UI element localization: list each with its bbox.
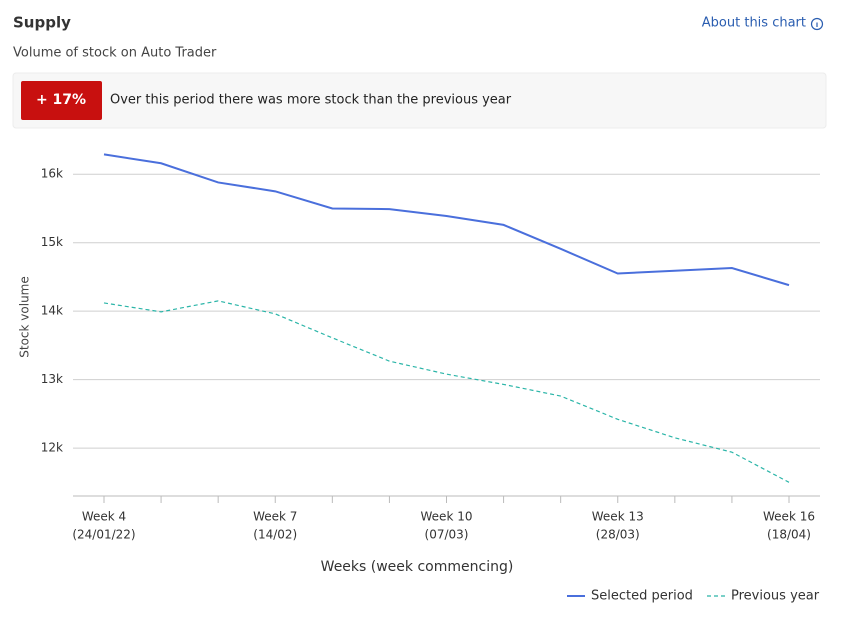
series-line — [103, 153, 790, 287]
summary-banner — [12, 72, 827, 129]
x-tick-date: (18/04) — [767, 528, 811, 542]
legend-label: Previous year — [731, 589, 820, 604]
y-tick-label: 16k — [41, 167, 63, 181]
y-tick-label: 13k — [41, 372, 63, 386]
subtitle: Volume of stock on Auto Trader — [13, 46, 217, 61]
title: Supply — [13, 14, 71, 32]
x-tick-date: (07/03) — [425, 528, 469, 542]
x-tick-date: (28/03) — [596, 528, 640, 542]
x-tick-date: (24/01/22) — [72, 528, 135, 542]
about-link[interactable]: About this chart — [702, 16, 806, 31]
change-label: + 17% — [36, 92, 86, 108]
series-line — [103, 300, 790, 483]
x-tick-label: Week 16 — [763, 510, 815, 524]
x-tick-date: (14/02) — [253, 528, 297, 542]
y-tick-label: 12k — [41, 441, 63, 455]
x-axis-title: Weeks (week commencing) — [321, 559, 514, 575]
x-tick-label: Week 10 — [421, 510, 473, 524]
info-icon[interactable] — [810, 17, 824, 31]
x-tick-label: Week 4 — [82, 510, 126, 524]
y-tick-label: 15k — [41, 235, 63, 249]
y-axis-title: Stock volume — [18, 276, 32, 357]
x-tick-label: Week 7 — [253, 510, 297, 524]
legend-label: Selected period — [591, 589, 693, 604]
y-tick-label: 14k — [41, 304, 63, 318]
change-badge — [21, 81, 102, 120]
x-tick-label: Week 13 — [592, 510, 644, 524]
summary-text: Over this period there was more stock th… — [110, 93, 512, 108]
